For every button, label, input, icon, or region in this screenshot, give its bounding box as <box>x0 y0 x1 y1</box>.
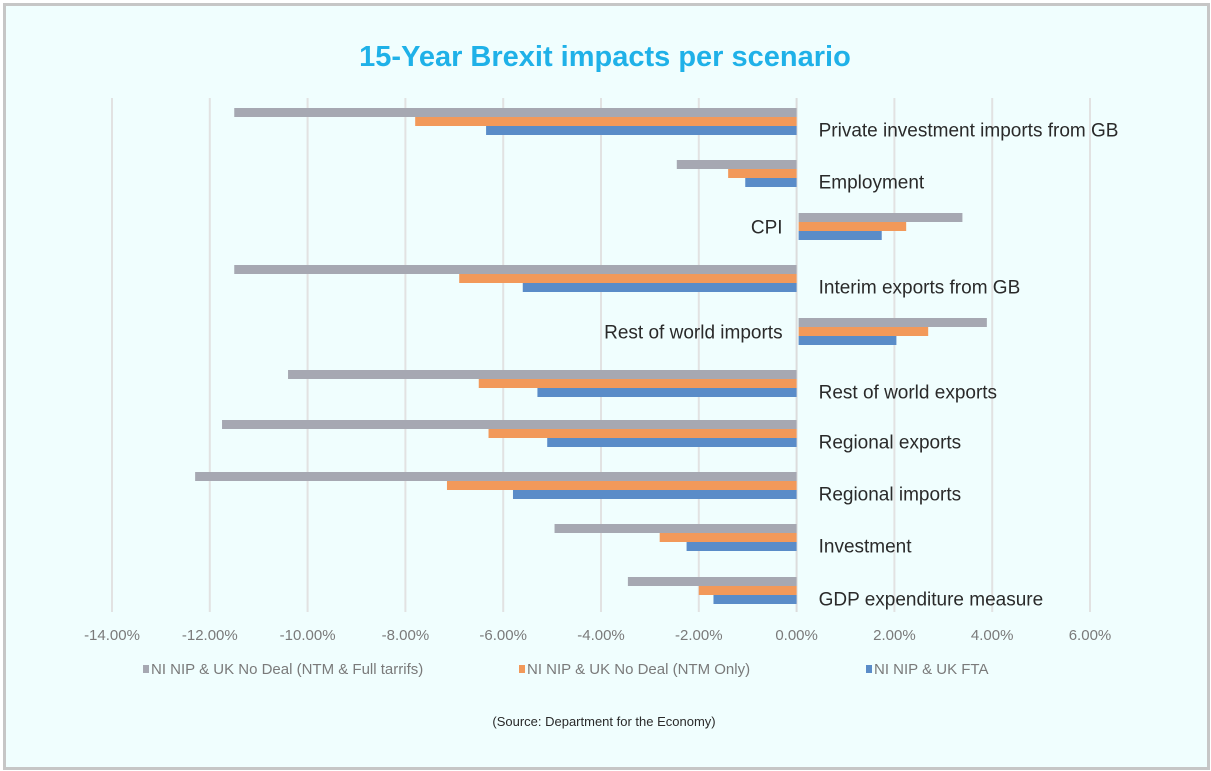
category-label: Interim exports from GB <box>819 278 1021 299</box>
bar-ni-nip-uk-no-deal-ntm-full-tarrifs- <box>288 370 797 379</box>
bar-ni-nip-uk-no-deal-ntm-only- <box>728 169 797 178</box>
legend-label: NI NIP & UK FTA <box>874 661 988 678</box>
bar-ni-nip-uk-no-deal-ntm-only- <box>659 533 797 542</box>
x-tick-label: 0.00% <box>775 627 818 644</box>
legend-swatch <box>143 665 149 673</box>
x-tick-label: -8.00% <box>382 627 430 644</box>
bar-ni-nip-uk-fta <box>686 542 797 551</box>
bar-ni-nip-uk-no-deal-ntm-only- <box>478 379 797 388</box>
x-tick-label: -12.00% <box>182 627 238 644</box>
bar-ni-nip-uk-no-deal-ntm-full-tarrifs- <box>798 318 987 327</box>
bar-ni-nip-uk-fta <box>798 231 882 240</box>
category-label: GDP expenditure measure <box>819 590 1044 611</box>
bar-ni-nip-uk-fta <box>512 490 797 499</box>
x-tick-label: -6.00% <box>479 627 527 644</box>
legend-label: NI NIP & UK No Deal (NTM Only) <box>527 661 750 678</box>
bar-ni-nip-uk-no-deal-ntm-full-tarrifs- <box>798 213 963 222</box>
bar-ni-nip-uk-no-deal-ntm-only- <box>798 327 929 336</box>
bar-ni-nip-uk-no-deal-ntm-only- <box>446 481 797 490</box>
category-label: Employment <box>819 173 925 194</box>
category-label: Rest of world exports <box>819 383 997 404</box>
legend-label: NI NIP & UK No Deal (NTM & Full tarrifs) <box>151 661 423 678</box>
bar-ni-nip-uk-no-deal-ntm-full-tarrifs- <box>234 265 797 274</box>
category-labels: Private investment imports from GB Employ… <box>604 121 1118 611</box>
x-tick-label: 2.00% <box>873 627 916 644</box>
legend: NI NIP & UK No Deal (NTM & Full tarrifs)… <box>143 661 988 678</box>
bar-ni-nip-uk-no-deal-ntm-full-tarrifs- <box>234 108 797 117</box>
bar-ni-nip-uk-no-deal-ntm-only- <box>798 222 907 231</box>
bar-ni-nip-uk-no-deal-ntm-only- <box>488 429 797 438</box>
legend-swatch <box>519 665 525 673</box>
category-label: Investment <box>819 537 913 558</box>
x-tick-label: 4.00% <box>971 627 1014 644</box>
x-tick-label: -2.00% <box>675 627 723 644</box>
bar-ni-nip-uk-fta <box>798 336 897 345</box>
bar-ni-nip-uk-fta <box>713 595 797 604</box>
legend-swatch <box>866 665 872 673</box>
bar-ni-nip-uk-fta <box>522 283 797 292</box>
bar-ni-nip-uk-fta <box>486 126 797 135</box>
bar-ni-nip-uk-no-deal-ntm-full-tarrifs- <box>222 420 797 429</box>
bar-ni-nip-uk-no-deal-ntm-only- <box>415 117 797 126</box>
x-tick-label: -10.00% <box>280 627 336 644</box>
bar-ni-nip-uk-fta <box>537 388 797 397</box>
category-label: Rest of world imports <box>604 323 782 344</box>
bar-ni-nip-uk-no-deal-ntm-full-tarrifs- <box>195 472 797 481</box>
category-label: Regional imports <box>819 485 962 506</box>
bar-ni-nip-uk-no-deal-ntm-full-tarrifs- <box>554 524 797 533</box>
x-tick-label: -14.00% <box>84 627 140 644</box>
x-axis-tick-labels: -14.00% -12.00% -10.00% -8.00% -6.00% -4.00% -… <box>84 627 1111 644</box>
bars <box>195 108 987 604</box>
category-label: CPI <box>751 218 783 239</box>
bar-ni-nip-uk-fta <box>547 438 797 447</box>
category-label: Private investment imports from GB <box>819 121 1119 142</box>
bar-ni-nip-uk-no-deal-ntm-full-tarrifs- <box>627 577 797 586</box>
x-tick-label: -4.00% <box>577 627 625 644</box>
category-label: Regional exports <box>819 433 962 454</box>
bar-ni-nip-uk-no-deal-ntm-full-tarrifs- <box>676 160 797 169</box>
source-note: (Source: Department for the Economy) <box>492 714 715 729</box>
gridlines <box>111 98 1091 612</box>
chart-title: 15-Year Brexit impacts per scenario <box>359 41 851 73</box>
bar-ni-nip-uk-no-deal-ntm-only- <box>698 586 797 595</box>
x-tick-label: 6.00% <box>1069 627 1112 644</box>
bar-ni-nip-uk-fta <box>745 178 797 187</box>
bar-ni-nip-uk-no-deal-ntm-only- <box>459 274 797 283</box>
